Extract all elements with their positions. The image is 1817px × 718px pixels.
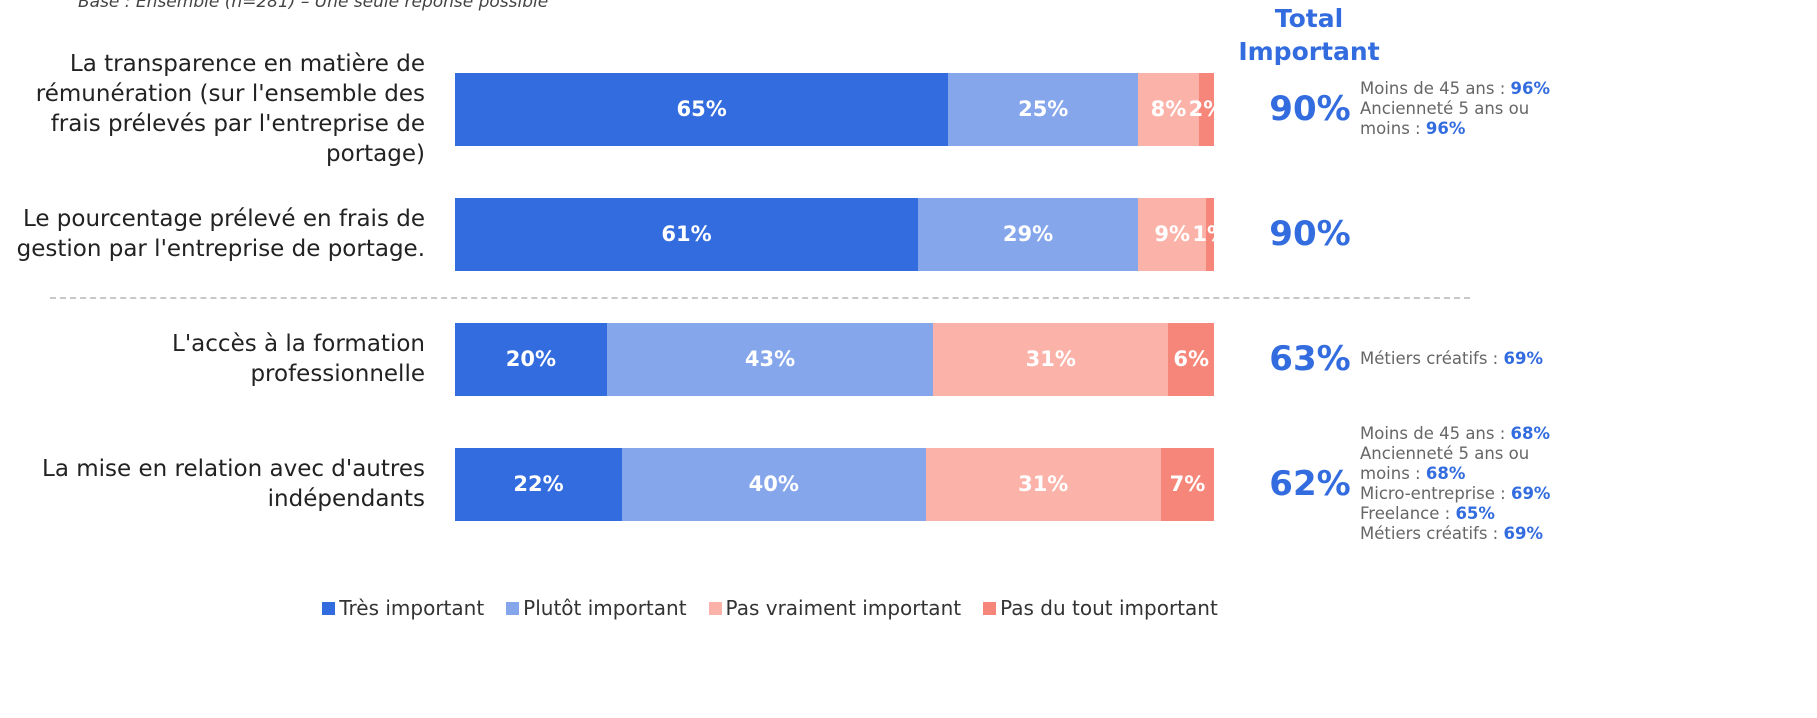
total-header: Total Important bbox=[1238, 4, 1380, 66]
category-label: L'accès à la formation professionnelle bbox=[172, 331, 425, 387]
total-value: 90% bbox=[1269, 213, 1351, 254]
subtitle: Base : Ensemble (n=281) – Une seule répo… bbox=[78, 0, 549, 12]
bar-segment: 61% bbox=[455, 197, 918, 271]
notes: Moins de 45 ans : 68% Ancienneté 5 ans ou… bbox=[1360, 409, 1570, 559]
legend-text: Plutôt important bbox=[523, 596, 687, 620]
value-label: 25% bbox=[1018, 97, 1069, 121]
legend-text: Pas du tout important bbox=[1000, 596, 1218, 620]
note: Freelance : 65% bbox=[1360, 504, 1570, 524]
bar-segment: 20% bbox=[455, 322, 607, 396]
category-label: La transparence en matière de rémunérati… bbox=[35, 51, 425, 167]
note-value: 69% bbox=[1510, 484, 1551, 503]
note-label: Métiers créatifs : bbox=[1360, 524, 1499, 543]
value-label: 9% bbox=[1154, 222, 1191, 246]
bar-segment: 43% bbox=[606, 322, 934, 396]
note-label: Ancienneté 5 ans ou moins : bbox=[1360, 99, 1530, 138]
bar-segment: 9% bbox=[1138, 197, 1207, 271]
legend-swatch bbox=[983, 601, 997, 615]
note-value: 96% bbox=[1425, 119, 1466, 138]
legend-item: Pas du tout important bbox=[983, 596, 1218, 620]
bar-segment: 65% bbox=[455, 72, 949, 146]
bar-segment: 25% bbox=[948, 72, 1139, 146]
note-label: Métiers créatifs : bbox=[1360, 349, 1499, 368]
legend: Très important Plutôt important Pas vraime… bbox=[0, 596, 1540, 620]
legend-swatch bbox=[708, 601, 722, 615]
separator bbox=[50, 297, 1470, 299]
note-value: 96% bbox=[1510, 79, 1551, 98]
value-label: 65% bbox=[676, 97, 727, 121]
value-label: 29% bbox=[1002, 222, 1054, 246]
bar-segment: 8% bbox=[1138, 72, 1199, 146]
note-value: 65% bbox=[1455, 504, 1495, 523]
legend-item: Plutôt important bbox=[506, 596, 687, 620]
bar-segment: 2% bbox=[1189, 72, 1224, 146]
legend-item: Pas vraiment important bbox=[708, 596, 962, 620]
bar-segment: 6% bbox=[1168, 322, 1214, 396]
value-label: 43% bbox=[744, 347, 796, 371]
bar-segment: 29% bbox=[917, 197, 1139, 271]
legend-text: Très important bbox=[339, 596, 485, 620]
note-label: Ancienneté 5 ans ou moins : bbox=[1360, 444, 1530, 483]
bar-segment: 1% bbox=[1192, 197, 1228, 271]
note: Métiers créatifs : 69% bbox=[1360, 524, 1570, 544]
note-value: 69% bbox=[1503, 349, 1544, 368]
bar-segment: 7% bbox=[1160, 447, 1214, 521]
note: Moins de 45 ans : 96% bbox=[1360, 79, 1570, 99]
value-label: 40% bbox=[748, 472, 799, 496]
note-value: 68% bbox=[1425, 464, 1466, 483]
total-value: 63% bbox=[1269, 338, 1351, 379]
value-label: 22% bbox=[513, 472, 564, 496]
value-label: 31% bbox=[1018, 472, 1069, 496]
bar-segment: 31% bbox=[933, 322, 1169, 396]
note: Métiers créatifs : 69% bbox=[1360, 349, 1570, 369]
bar-segment: 31% bbox=[925, 447, 1161, 521]
legend-swatch bbox=[506, 601, 520, 615]
value-label: 2% bbox=[1188, 97, 1225, 121]
bar-segment: 40% bbox=[621, 447, 926, 521]
note-value: 69% bbox=[1503, 524, 1544, 543]
value-label: 6% bbox=[1173, 347, 1210, 371]
note-value: 68% bbox=[1510, 424, 1551, 443]
note-label: Moins de 45 ans : bbox=[1360, 424, 1506, 443]
bar-segment: 22% bbox=[455, 447, 622, 521]
note-label: Moins de 45 ans : bbox=[1360, 79, 1506, 98]
total-value: 90% bbox=[1269, 88, 1351, 129]
notes: Métiers créatifs : 69% bbox=[1360, 284, 1570, 434]
note: Moins de 45 ans : 68% bbox=[1360, 424, 1570, 444]
legend-item: Très important bbox=[322, 596, 484, 620]
legend-swatch bbox=[322, 601, 336, 615]
category-label: Le pourcentage prélevé en frais de gesti… bbox=[16, 206, 425, 262]
value-label: 7% bbox=[1169, 472, 1206, 496]
value-label: 20% bbox=[505, 347, 557, 371]
notes: Moins de 45 ans : 96% Ancienneté 5 ans ou… bbox=[1360, 34, 1570, 184]
value-label: 1% bbox=[1192, 222, 1229, 246]
value-label: 31% bbox=[1025, 347, 1076, 371]
legend-text: Pas vraiment important bbox=[725, 596, 962, 620]
category-label: La mise en relation avec d'autres indépe… bbox=[42, 456, 425, 512]
note-label: Freelance : bbox=[1360, 504, 1451, 523]
total-value: 62% bbox=[1269, 463, 1351, 504]
note-label: Micro-entreprise : bbox=[1360, 484, 1506, 503]
value-label: 8% bbox=[1150, 97, 1187, 121]
note: Ancienneté 5 ans ou moins : 96% bbox=[1360, 99, 1570, 139]
note: Micro-entreprise : 69% bbox=[1360, 484, 1570, 504]
note: Ancienneté 5 ans ou moins : 68% bbox=[1360, 444, 1570, 484]
value-label: 61% bbox=[661, 222, 712, 246]
